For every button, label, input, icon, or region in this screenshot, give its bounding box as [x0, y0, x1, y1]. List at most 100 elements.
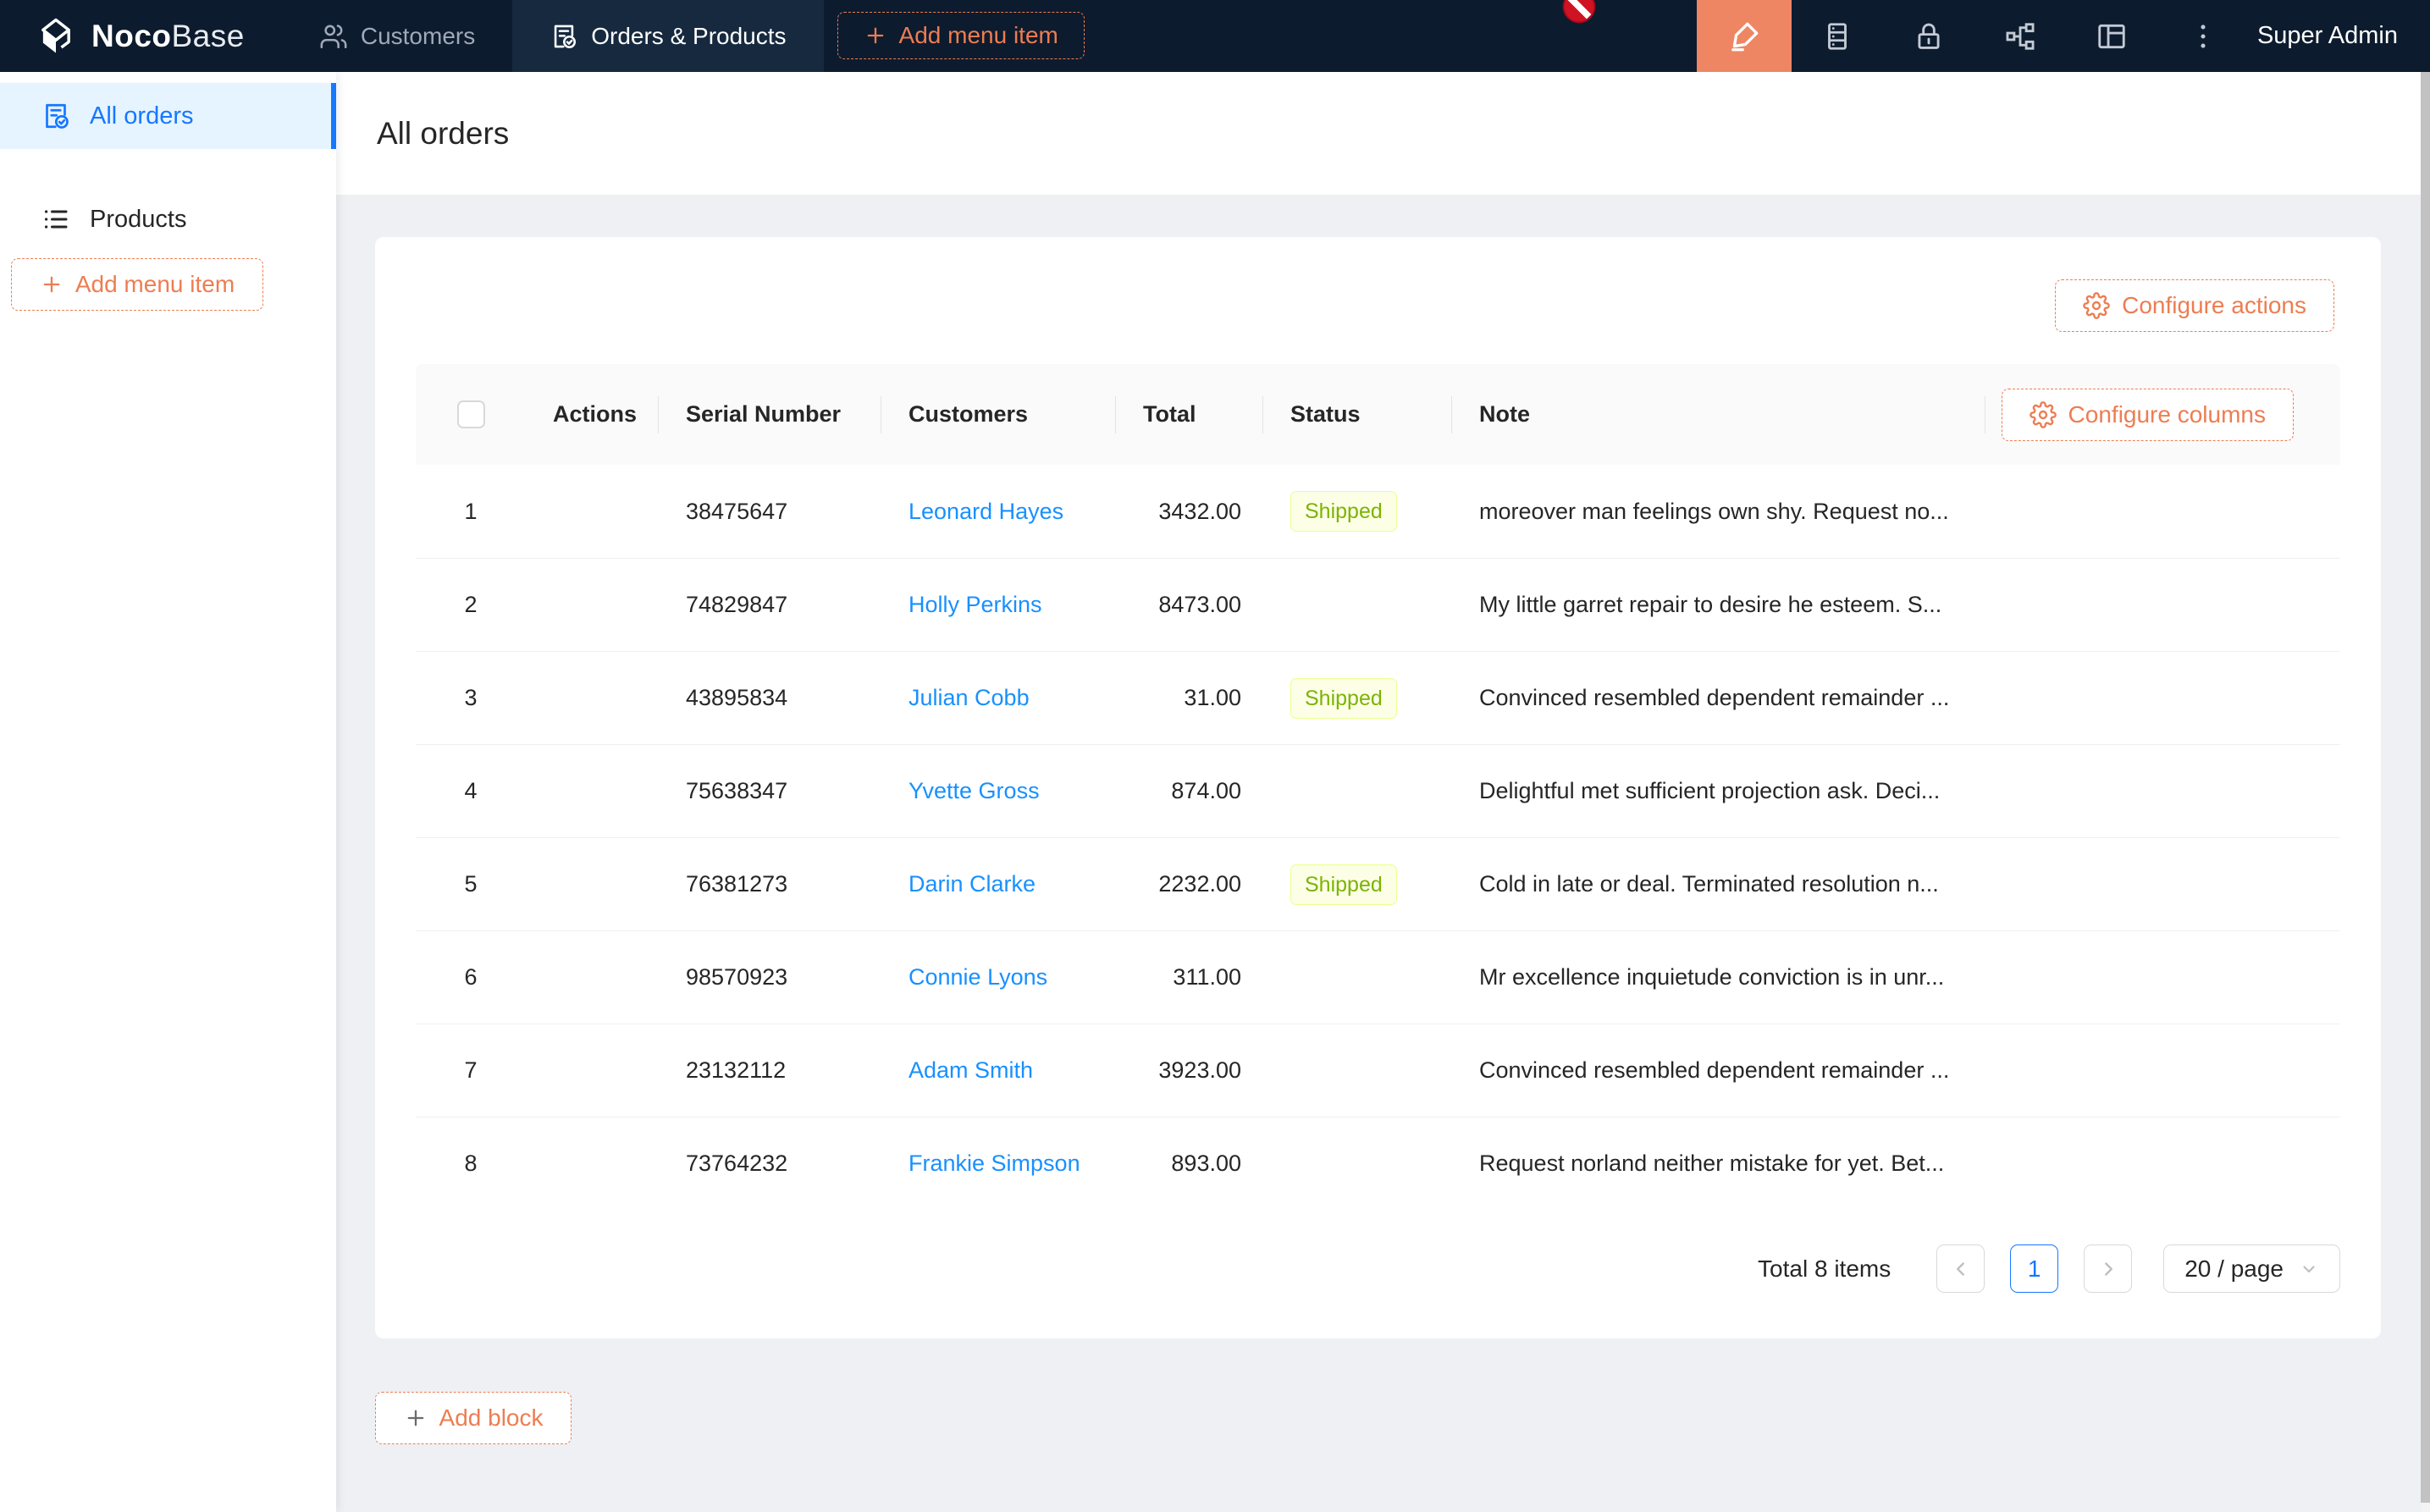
- customer-link[interactable]: Adam Smith: [908, 1057, 1033, 1083]
- column-header-serial-number[interactable]: Serial Number: [659, 401, 881, 428]
- row-index: 2: [416, 592, 526, 618]
- scrollbar-thumb[interactable]: [2421, 72, 2430, 1503]
- total-cell: 2232.00: [1116, 871, 1263, 897]
- row-index: 5: [416, 871, 526, 897]
- plugin-manager-button[interactable]: [2066, 0, 2157, 72]
- nocobase-logo-icon: [34, 14, 78, 58]
- table-row: 873764232Frankie Simpson893.00Request no…: [416, 1117, 2340, 1210]
- serial-number-cell: 98570923: [659, 964, 881, 991]
- table-row: 475638347Yvette Gross874.00Delightful me…: [416, 744, 2340, 837]
- chevron-down-icon: [2299, 1259, 2319, 1279]
- unordered-list-icon: [41, 204, 71, 235]
- more-settings-button[interactable]: [2157, 0, 2249, 72]
- pagination-total-label: Total 8 items: [1758, 1255, 1891, 1283]
- user-name-label: Super Admin: [2257, 22, 2398, 50]
- customer-cell: Leonard Hayes: [881, 499, 1116, 525]
- pagination-prev-button[interactable]: [1936, 1244, 1985, 1293]
- add-block-button[interactable]: Add block: [375, 1392, 572, 1444]
- highlighter-pen-icon: [1726, 19, 1762, 54]
- row-index: 1: [416, 499, 526, 525]
- customer-link[interactable]: Connie Lyons: [908, 964, 1047, 990]
- status-cell: Shipped: [1263, 864, 1452, 905]
- select-all-cell: [416, 400, 526, 428]
- customer-link[interactable]: Holly Perkins: [908, 592, 1042, 617]
- customer-cell: Yvette Gross: [881, 778, 1116, 804]
- file-done-icon: [550, 22, 578, 51]
- select-all-checkbox[interactable]: [457, 400, 485, 428]
- customer-cell: Connie Lyons: [881, 964, 1116, 991]
- note-cell: Convinced resembled dependent remainder …: [1452, 1057, 2340, 1084]
- not-allowed-cursor-icon: [1560, 0, 1598, 25]
- note-cell: moreover man feelings own shy. Request n…: [1452, 499, 2340, 525]
- table-row: 343895834Julian Cobb31.00ShippedConvince…: [416, 651, 2340, 744]
- serial-number-cell: 23132112: [659, 1057, 881, 1084]
- workflow-button[interactable]: [1974, 0, 2066, 72]
- configure-actions-button[interactable]: Configure actions: [2055, 279, 2334, 332]
- ellipsis-vertical-icon: [2187, 20, 2219, 52]
- page-size-select[interactable]: 20 / page: [2163, 1244, 2340, 1293]
- customer-cell: Holly Perkins: [881, 592, 1116, 618]
- nocobase-logo[interactable]: NocoBase: [0, 0, 282, 72]
- customer-cell: Frankie Simpson: [881, 1151, 1116, 1177]
- pagination-next-button[interactable]: [2084, 1244, 2132, 1293]
- serial-number-cell: 43895834: [659, 685, 881, 711]
- row-index: 4: [416, 778, 526, 804]
- total-cell: 893.00: [1116, 1151, 1263, 1177]
- pagination: Total 8 items 1 20 / page: [416, 1244, 2340, 1293]
- data-sources-button[interactable]: [1792, 0, 1883, 72]
- note-cell: Cold in late or deal. Terminated resolut…: [1452, 871, 2340, 897]
- chevron-left-icon: [1950, 1258, 1972, 1280]
- orders-table: Actions Serial Number Customers Total St…: [416, 364, 2340, 1293]
- table-header-row: Actions Serial Number Customers Total St…: [416, 364, 2340, 465]
- column-header-actions[interactable]: Actions: [526, 401, 659, 428]
- customer-link[interactable]: Darin Clarke: [908, 871, 1036, 897]
- table-row: 274829847Holly Perkins8473.00My little g…: [416, 558, 2340, 651]
- sidebar-item-all-orders[interactable]: All orders: [0, 83, 336, 149]
- sidebar-item-label: Products: [90, 206, 186, 234]
- topbar-spacer: [1085, 0, 1697, 72]
- status-badge: Shipped: [1290, 864, 1397, 905]
- file-done-icon: [41, 101, 71, 131]
- user-menu[interactable]: Super Admin: [2249, 0, 2430, 72]
- vertical-scrollbar[interactable]: [2421, 72, 2430, 1512]
- customer-link[interactable]: Leonard Hayes: [908, 499, 1063, 524]
- plus-icon: [40, 273, 64, 296]
- sidebar-item-products[interactable]: Products: [0, 186, 336, 252]
- note-cell: My little garret repair to desire he est…: [1452, 592, 2340, 618]
- database-icon: [1821, 20, 1853, 52]
- customer-link[interactable]: Julian Cobb: [908, 685, 1030, 710]
- add-menu-item-label: Add menu item: [75, 271, 235, 298]
- sidebar-add-menu-item-button[interactable]: Add menu item: [11, 258, 263, 311]
- tab-customers[interactable]: Customers: [282, 0, 512, 72]
- pagination-page-1-button[interactable]: 1: [2010, 1244, 2058, 1293]
- gear-icon: [2083, 292, 2110, 319]
- sidebar-item-label: All orders: [90, 102, 194, 130]
- ui-editor-button[interactable]: [1697, 0, 1792, 72]
- row-index: 8: [416, 1151, 526, 1177]
- gear-icon: [2030, 401, 2057, 428]
- plus-icon: [404, 1406, 428, 1430]
- top-menu: Customers Orders & Products: [282, 0, 824, 72]
- topbar-add-menu-item-button[interactable]: Add menu item: [837, 12, 1085, 59]
- serial-number-cell: 38475647: [659, 499, 881, 525]
- main-area: All orders Configure actions Actions: [336, 72, 2430, 1512]
- customer-cell: Adam Smith: [881, 1057, 1116, 1084]
- note-cell: Mr excellence inquietude conviction is i…: [1452, 964, 2340, 991]
- table-body: 138475647Leonard Hayes3432.00Shippedmore…: [416, 465, 2340, 1210]
- customer-link[interactable]: Frankie Simpson: [908, 1151, 1080, 1176]
- serial-number-cell: 73764232: [659, 1151, 881, 1177]
- column-header-status[interactable]: Status: [1263, 401, 1452, 428]
- column-header-total[interactable]: Total: [1116, 401, 1263, 428]
- tab-label: Orders & Products: [591, 23, 786, 50]
- users-icon: [319, 22, 348, 51]
- total-cell: 311.00: [1116, 964, 1263, 991]
- page-size-value: 20 / page: [2184, 1255, 2284, 1283]
- configure-actions-label: Configure actions: [2122, 292, 2306, 319]
- total-cell: 874.00: [1116, 778, 1263, 804]
- configure-columns-button[interactable]: Configure columns: [2002, 389, 2294, 441]
- column-header-customers[interactable]: Customers: [881, 401, 1116, 428]
- access-control-button[interactable]: [1883, 0, 1974, 72]
- tab-orders-products[interactable]: Orders & Products: [512, 0, 823, 72]
- customer-link[interactable]: Yvette Gross: [908, 778, 1040, 803]
- row-index: 3: [416, 685, 526, 711]
